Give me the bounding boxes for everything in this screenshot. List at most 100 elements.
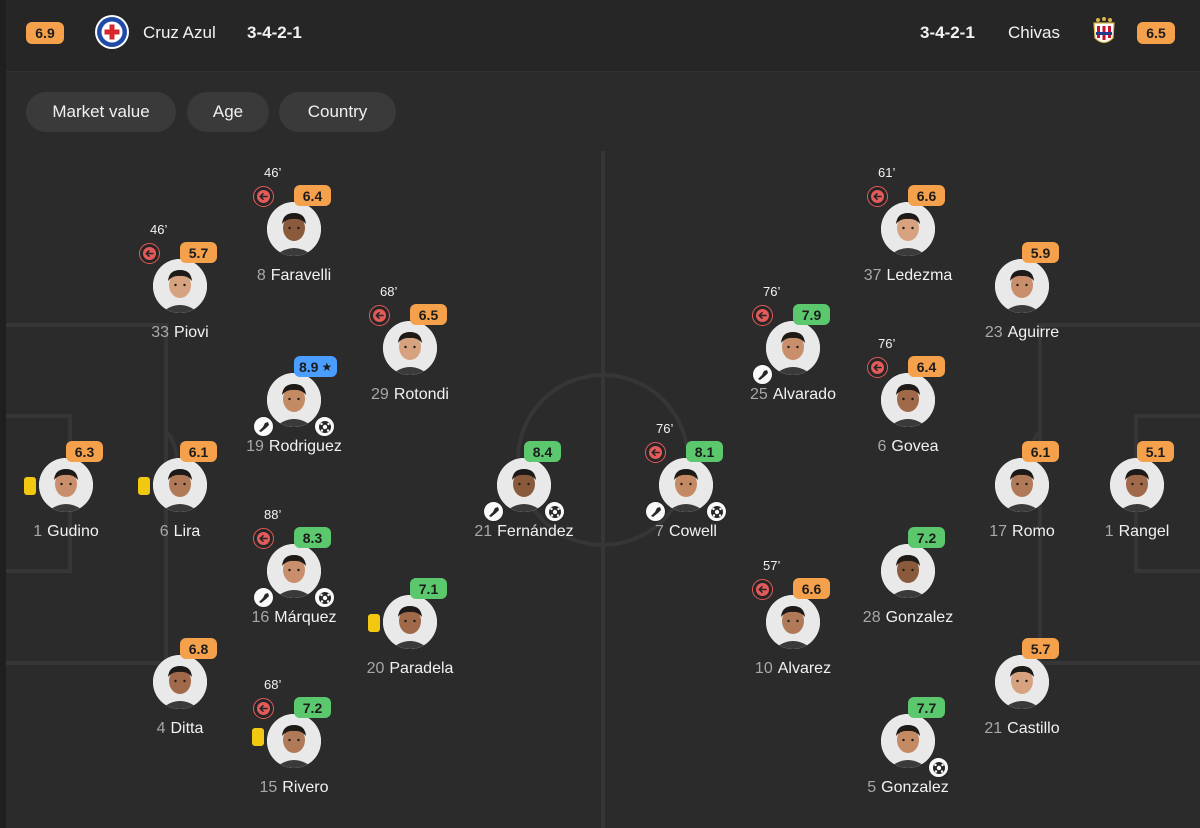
player-name-label: 33 Piovi xyxy=(70,324,290,342)
player-number: 6 xyxy=(877,438,887,455)
player-rating: 5.7 xyxy=(180,242,217,263)
chivas-crest-icon xyxy=(1093,17,1115,44)
player-avatar[interactable] xyxy=(881,373,935,427)
player-alvarado[interactable]: 7.9 76’ 25 Alvarado xyxy=(750,284,836,403)
player-avatar[interactable] xyxy=(267,202,321,256)
player-govea[interactable]: 6.4 76’ 6 Govea xyxy=(867,336,945,455)
player-number: 10 xyxy=(754,660,773,677)
player-avatar[interactable] xyxy=(995,458,1049,512)
substitution-minute: 76’ xyxy=(763,284,781,299)
player-rangel[interactable]: 5.1 1 Rangel xyxy=(1105,441,1174,540)
player-name-label: 1 Rangel xyxy=(1027,523,1200,541)
player-lira[interactable]: 6.1 6 Lira xyxy=(138,441,217,540)
player-avatar[interactable] xyxy=(267,714,321,768)
substitution-icon xyxy=(253,186,274,207)
assist-boot-icon xyxy=(752,364,773,385)
player-name-label: 21 Castillo xyxy=(912,720,1132,738)
player-avatar[interactable] xyxy=(881,202,935,256)
star-icon: ★ xyxy=(321,359,333,374)
substitution-icon xyxy=(867,357,888,378)
player-rating: 7.2 xyxy=(908,527,945,548)
player-rating: 8.9 ★ xyxy=(294,356,338,377)
player-castillo[interactable]: 5.7 21 Castillo xyxy=(984,638,1060,737)
player-avatar[interactable] xyxy=(267,373,321,427)
player-faravelli[interactable]: 6.4 46’ 8 Faravelli xyxy=(253,165,331,284)
player-avatar[interactable] xyxy=(383,321,437,375)
player-ditta[interactable]: 6.8 4 Ditta xyxy=(153,638,217,737)
player-name: Lira xyxy=(173,523,201,540)
player-number: 37 xyxy=(863,267,882,284)
player-gudino[interactable]: 6.3 1 Gudino xyxy=(24,441,103,540)
player-avatar[interactable] xyxy=(995,655,1049,709)
home-team-rating: 6.9 xyxy=(26,22,64,44)
player-rodriguez[interactable]: 8.9 ★ 19 Rodriguez xyxy=(246,356,342,455)
cruz-azul-crest-icon xyxy=(95,15,129,49)
player-avatar[interactable] xyxy=(881,544,935,598)
player-avatar[interactable] xyxy=(39,458,93,512)
player-number: 21 xyxy=(984,720,1003,737)
player-avatar[interactable] xyxy=(995,259,1049,313)
player-name: Ledezma xyxy=(886,267,953,284)
player-rating: 6.6 xyxy=(793,578,830,599)
player-name: Gonzalez xyxy=(885,609,954,626)
country-filter-button[interactable]: Country xyxy=(279,92,396,132)
home-team-name: Cruz Azul xyxy=(143,23,216,42)
player-name-label: 6 Lira xyxy=(70,523,290,541)
player-gonzalez5[interactable]: 7.7 5 Gonzalez xyxy=(867,697,949,796)
player-name-label: 20 Paradela xyxy=(300,660,520,678)
player-avatar[interactable] xyxy=(766,321,820,375)
player-name: Aguirre xyxy=(1007,324,1060,341)
player-paradela[interactable]: 7.1 20 Paradela xyxy=(367,578,453,677)
home-formation: 3-4-2-1 xyxy=(247,23,302,42)
player-name: Rangel xyxy=(1118,523,1170,540)
player-rating: 8.1 xyxy=(686,441,723,462)
player-cowell[interactable]: 8.1 76’ 7 Cowell xyxy=(645,421,727,540)
substitution-minute: 88’ xyxy=(264,507,282,522)
player-gonzalez28[interactable]: 7.2 28 Gonzalez xyxy=(863,527,953,626)
player-avatar[interactable] xyxy=(383,595,437,649)
player-avatar[interactable] xyxy=(497,458,551,512)
player-avatar[interactable] xyxy=(881,714,935,768)
player-avatar[interactable] xyxy=(766,595,820,649)
player-avatar[interactable] xyxy=(153,458,207,512)
player-avatar[interactable] xyxy=(267,544,321,598)
player-avatar[interactable] xyxy=(1110,458,1164,512)
player-name: Faravelli xyxy=(270,267,332,284)
substitution-icon xyxy=(253,528,274,549)
player-piovi[interactable]: 5.7 46’ 33 Piovi xyxy=(139,222,217,341)
player-number: 28 xyxy=(862,609,881,626)
player-rating: 8.3 xyxy=(294,527,331,548)
substitution-minute: 57’ xyxy=(763,558,781,573)
player-alvarez[interactable]: 6.6 57’ 10 Alvarez xyxy=(752,558,831,677)
player-aguirre[interactable]: 5.9 23 Aguirre xyxy=(985,242,1059,341)
age-filter-button[interactable]: Age xyxy=(187,92,269,132)
player-number: 5 xyxy=(867,779,877,796)
player-ledezma[interactable]: 6.6 61’ 37 Ledezma xyxy=(864,165,953,284)
player-fernandez[interactable]: 8.4 21 Fernández xyxy=(474,441,574,540)
player-name-label: 23 Aguirre xyxy=(912,324,1132,342)
player-rivero[interactable]: 7.2 68’ 15 Rivero xyxy=(252,677,331,796)
player-name: Rotondi xyxy=(393,386,449,403)
player-name: Gonzalez xyxy=(881,779,949,796)
player-avatar[interactable] xyxy=(153,259,207,313)
player-avatar[interactable] xyxy=(153,655,207,709)
market-value-filter-button[interactable]: Market value xyxy=(26,92,176,132)
player-number: 4 xyxy=(156,720,166,737)
filter-bar: Market value Age Country xyxy=(6,72,1200,151)
player-name: Castillo xyxy=(1007,720,1060,737)
substitution-minute: 76’ xyxy=(656,421,674,436)
lineup-panel: 6.9 Cruz Azul 3-4-2-1 3-4-2-1 Chivas 6.5… xyxy=(6,0,1200,828)
player-romo[interactable]: 6.1 17 Romo xyxy=(989,441,1059,540)
goal-ball-icon xyxy=(314,416,335,437)
player-marquez[interactable]: 8.3 88’ 16 Márquez xyxy=(251,507,336,626)
goal-ball-icon xyxy=(544,501,565,522)
player-rating: 7.9 xyxy=(793,304,830,325)
assist-boot-icon xyxy=(253,587,274,608)
assist-boot-icon xyxy=(645,501,666,522)
player-name-label: 17 Romo xyxy=(912,523,1132,541)
player-rating: 8.4 xyxy=(524,441,561,462)
player-rating: 6.1 xyxy=(180,441,217,462)
player-rotondi[interactable]: 6.5 68’ 29 Rotondi xyxy=(369,284,449,403)
away-team-rating: 6.5 xyxy=(1137,22,1175,44)
player-avatar[interactable] xyxy=(659,458,713,512)
